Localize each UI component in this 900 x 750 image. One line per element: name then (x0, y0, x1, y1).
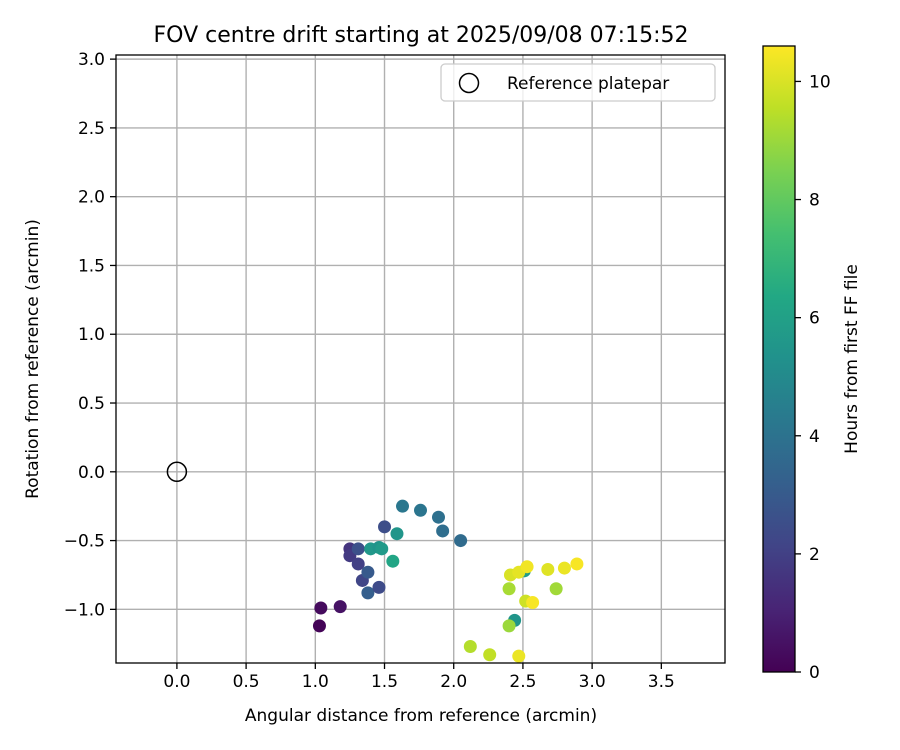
data-point (361, 565, 375, 579)
data-point (436, 524, 450, 538)
reference-marker-layer (166, 461, 188, 483)
data-point (386, 554, 400, 568)
data-point (378, 520, 392, 534)
colorbar-tick-label: 0 (809, 663, 820, 683)
y-tick-label: 0.5 (78, 394, 105, 414)
x-tick-label: 3.0 (579, 672, 606, 692)
data-point (414, 503, 427, 517)
x-axis-ticks: 0.0 0.5 1.0 1.5 2.0 2.5 3.0 3.5 (163, 663, 675, 692)
data-point (375, 542, 389, 556)
data-point (431, 510, 445, 524)
y-axis-ticks: −1.0 −0.5 0.0 0.5 1.0 1.5 2.0 2.5 3.0 (64, 50, 116, 620)
y-tick-label: −0.5 (64, 532, 105, 552)
legend: Reference platepar (440, 63, 716, 102)
data-point (570, 557, 584, 571)
legend-open-circle-marker (458, 72, 480, 94)
colorbar-tick-label: 2 (809, 545, 820, 565)
x-tick-label: 2.0 (440, 672, 467, 692)
data-point (557, 561, 571, 575)
y-tick-label: 2.0 (78, 188, 105, 208)
data-point (351, 557, 365, 571)
x-tick-label: 1.5 (371, 672, 398, 692)
data-point (502, 582, 516, 596)
colorbar-tick-label: 10 (809, 72, 831, 92)
colorbar-tick-label: 8 (809, 191, 820, 211)
data-point (351, 542, 365, 556)
data-point (502, 619, 516, 633)
data-point (390, 527, 404, 541)
data-point (463, 639, 477, 653)
x-tick-label: 0.0 (163, 672, 190, 692)
plot-area (115, 54, 726, 664)
y-tick-label: 2.5 (78, 119, 105, 139)
colorbar-tick-label: 4 (809, 427, 820, 447)
plot-frame (115, 54, 726, 664)
data-point (312, 619, 326, 633)
reference-platepar-marker (166, 461, 188, 483)
scatter-points (312, 499, 584, 663)
colorbar-frame (762, 45, 796, 673)
y-tick-label: 0.0 (78, 463, 105, 483)
x-axis-label: Angular distance from reference (arcmin) (245, 706, 597, 726)
colorbar-label: Hours from first FF file (842, 264, 862, 454)
data-point (396, 499, 410, 513)
x-tick-label: 1.0 (302, 672, 329, 692)
data-point (372, 580, 386, 594)
grid-lines (116, 55, 725, 663)
data-point (541, 562, 555, 576)
data-point (526, 595, 540, 609)
legend-box (440, 63, 716, 102)
colorbar-tick-label: 6 (809, 309, 820, 329)
data-point (512, 649, 526, 663)
colorbar-gradient (763, 46, 795, 672)
y-tick-label: 1.5 (78, 256, 105, 276)
legend-label: Reference platepar (507, 74, 669, 94)
y-tick-label: 3.0 (78, 50, 105, 70)
chart-title: FOV centre drift starting at 2025/09/08 … (154, 23, 689, 48)
data-point (454, 534, 468, 548)
data-point (483, 648, 497, 662)
y-axis-label: Rotation from reference (arcmin) (23, 219, 43, 499)
data-point (549, 582, 563, 596)
colorbar-ticks: 0 2 4 6 8 10 (795, 72, 831, 683)
x-tick-label: 3.5 (648, 672, 675, 692)
x-tick-label: 2.5 (509, 672, 536, 692)
data-point (314, 601, 328, 615)
x-tick-label: 0.5 (233, 672, 260, 692)
y-tick-label: 1.0 (78, 325, 105, 345)
data-point (361, 586, 375, 600)
colorbar: 0 2 4 6 8 10 Hours from first FF file (762, 45, 862, 683)
data-point (333, 600, 347, 614)
data-point (520, 560, 534, 574)
y-tick-label: −1.0 (64, 600, 105, 620)
